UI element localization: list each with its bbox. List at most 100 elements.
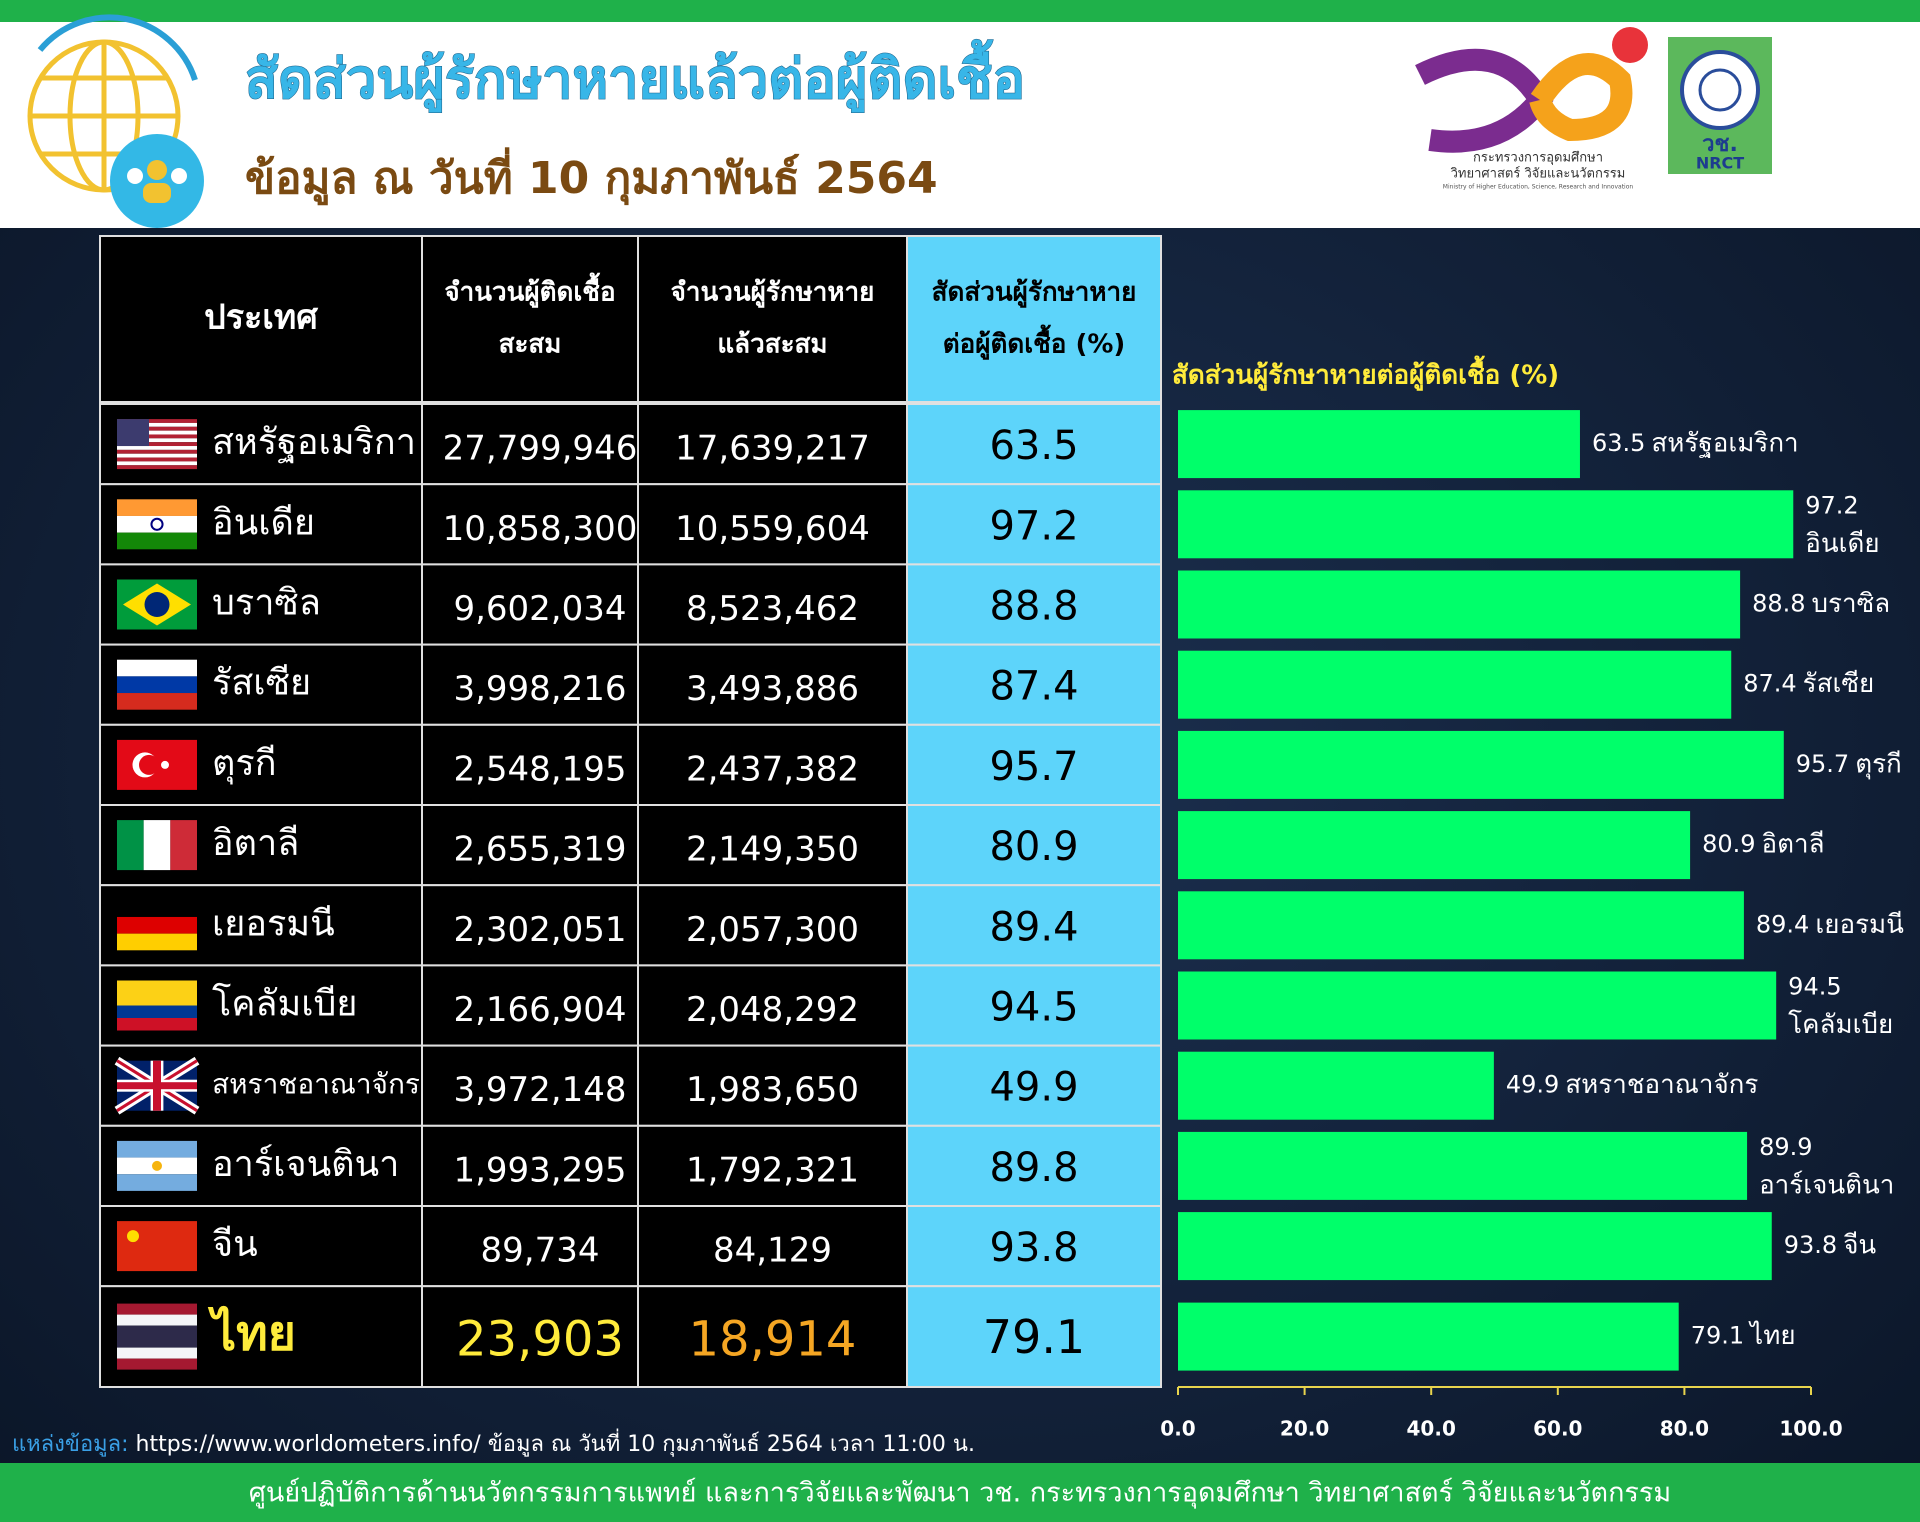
column-header: จำนวนผู้ติดเชื้อ <box>444 272 615 309</box>
table-cell <box>421 403 639 486</box>
flag-part <box>117 693 197 710</box>
category-label: อาร์เจนตินา <box>1759 1170 1894 1200</box>
flag-part <box>117 900 197 917</box>
bar <box>1178 1212 1772 1281</box>
table-cell <box>906 403 1162 486</box>
flag-part <box>117 1140 197 1158</box>
recovered-count: 2,057,300 <box>686 910 859 950</box>
title: สัดส่วนผู้รักษาหายแล้วต่อผู้ติดเชื้อ <box>245 40 1025 113</box>
flag <box>117 419 197 470</box>
table-cell <box>637 1205 908 1288</box>
bar <box>1178 650 1732 719</box>
table-cell <box>421 964 639 1047</box>
country-name: อินเดีย <box>212 502 315 543</box>
globe-icon <box>27 14 198 193</box>
infected-count: 2,166,904 <box>453 990 626 1030</box>
recovery-ratio: 94.5 <box>989 985 1078 1031</box>
recovered-count: 2,437,382 <box>686 749 859 789</box>
logo-text: NRCT <box>1696 154 1744 173</box>
value-label: 89.4 <box>1756 910 1809 938</box>
flag <box>114 1056 200 1115</box>
flag <box>117 820 197 871</box>
column-header: จำนวนผู้รักษาหาย <box>671 278 875 309</box>
x-tick-label: 60.0 <box>1533 1417 1582 1441</box>
flag-part <box>150 517 164 531</box>
footer-band <box>0 1463 1920 1522</box>
table-cell <box>637 804 908 887</box>
flag-part <box>117 676 197 694</box>
table-cell <box>421 804 639 887</box>
infected-count: 1,993,295 <box>453 1150 626 1190</box>
category-label: จีน <box>1843 1231 1876 1261</box>
flag-part <box>117 499 197 516</box>
recovered-count: 10,559,604 <box>675 509 870 549</box>
nrct-logo: วช. NRCT <box>1668 37 1772 174</box>
flag-part <box>117 442 197 447</box>
recovery-ratio: 49.9 <box>989 1065 1078 1111</box>
flag-part <box>117 659 197 677</box>
country-name: อาร์เจนตินา <box>212 1144 399 1185</box>
flag-part <box>117 465 197 470</box>
x-tick-label: 20.0 <box>1280 1417 1329 1441</box>
flag-part <box>117 434 197 439</box>
recovery-ratio: 89.8 <box>989 1145 1078 1191</box>
flag <box>117 579 197 630</box>
country-name: ไทย <box>207 1305 296 1362</box>
flag-part <box>117 1174 197 1191</box>
table-cell <box>421 884 639 967</box>
ministry-logo: กระทรวงการอุดมศึกษา วิทยาศาสตร์ วิจัยและ… <box>1415 27 1648 191</box>
flag <box>117 980 197 1031</box>
table-cell <box>906 964 1162 1047</box>
flag-part <box>143 820 171 871</box>
recovery-ratio: 88.8 <box>989 584 1078 630</box>
x-tick-label: 40.0 <box>1407 1417 1456 1441</box>
recovery-ratio: 79.1 <box>983 1310 1085 1364</box>
table-cell <box>637 1124 908 1208</box>
table-cell <box>637 643 908 726</box>
value-label: 80.9 <box>1702 830 1755 858</box>
table-cell <box>637 563 908 646</box>
table-cell <box>637 1044 908 1127</box>
chart-title: สัดส่วนผู้รักษาหายต่อผู้ติดเชื้อ (%) <box>1172 355 1559 392</box>
flag-part <box>117 438 197 443</box>
recovered-count: 1,983,650 <box>686 1070 859 1110</box>
category-label: บราซิล <box>1812 589 1891 619</box>
chart: สัดส่วนผู้รักษาหายต่อผู้ติดเชื้อ (%) 0.0 2… <box>1160 355 1904 1441</box>
flag <box>117 739 197 790</box>
table-cell <box>906 1124 1162 1208</box>
table-cell <box>421 483 639 566</box>
flag-part <box>117 933 197 951</box>
value-label: 63.5 <box>1592 429 1645 457</box>
category-label: เยอรมนี <box>1815 910 1904 940</box>
country-name: โคลัมเบีย <box>212 983 357 1025</box>
table-cell <box>906 723 1162 806</box>
bar <box>1178 570 1741 639</box>
flag-part <box>117 426 197 431</box>
flag-part <box>117 430 197 435</box>
header-cell <box>906 235 1162 403</box>
country-name: อิตาลี <box>212 823 299 864</box>
flag-part <box>117 916 197 934</box>
infected-count: 27,799,946 <box>443 429 638 469</box>
table-cell <box>421 723 639 806</box>
value-label: 97.2 <box>1805 491 1858 519</box>
value-label: 89.9 <box>1759 1133 1812 1161</box>
flag-part <box>117 1314 197 1326</box>
x-tick-label: 100.0 <box>1779 1417 1842 1441</box>
flag-part <box>117 1018 197 1031</box>
category-label: อินเดีย <box>1805 529 1879 559</box>
flag <box>117 1221 197 1272</box>
table-cell <box>906 884 1162 967</box>
category-label: โคลัมเบีย <box>1788 1009 1893 1040</box>
infected-count: 2,302,051 <box>453 910 626 950</box>
flag-part <box>153 1060 161 1111</box>
flag-part <box>117 1221 197 1272</box>
column-header: สัดส่วนผู้รักษาหาย <box>932 278 1137 309</box>
country-name: รัสเซีย <box>212 663 311 704</box>
bar <box>1178 1131 1748 1200</box>
table-cell <box>906 483 1162 566</box>
recovery-ratio: 97.2 <box>989 503 1078 549</box>
category-label: ไทย <box>1748 1320 1795 1351</box>
infected-count: 89,734 <box>481 1231 600 1271</box>
